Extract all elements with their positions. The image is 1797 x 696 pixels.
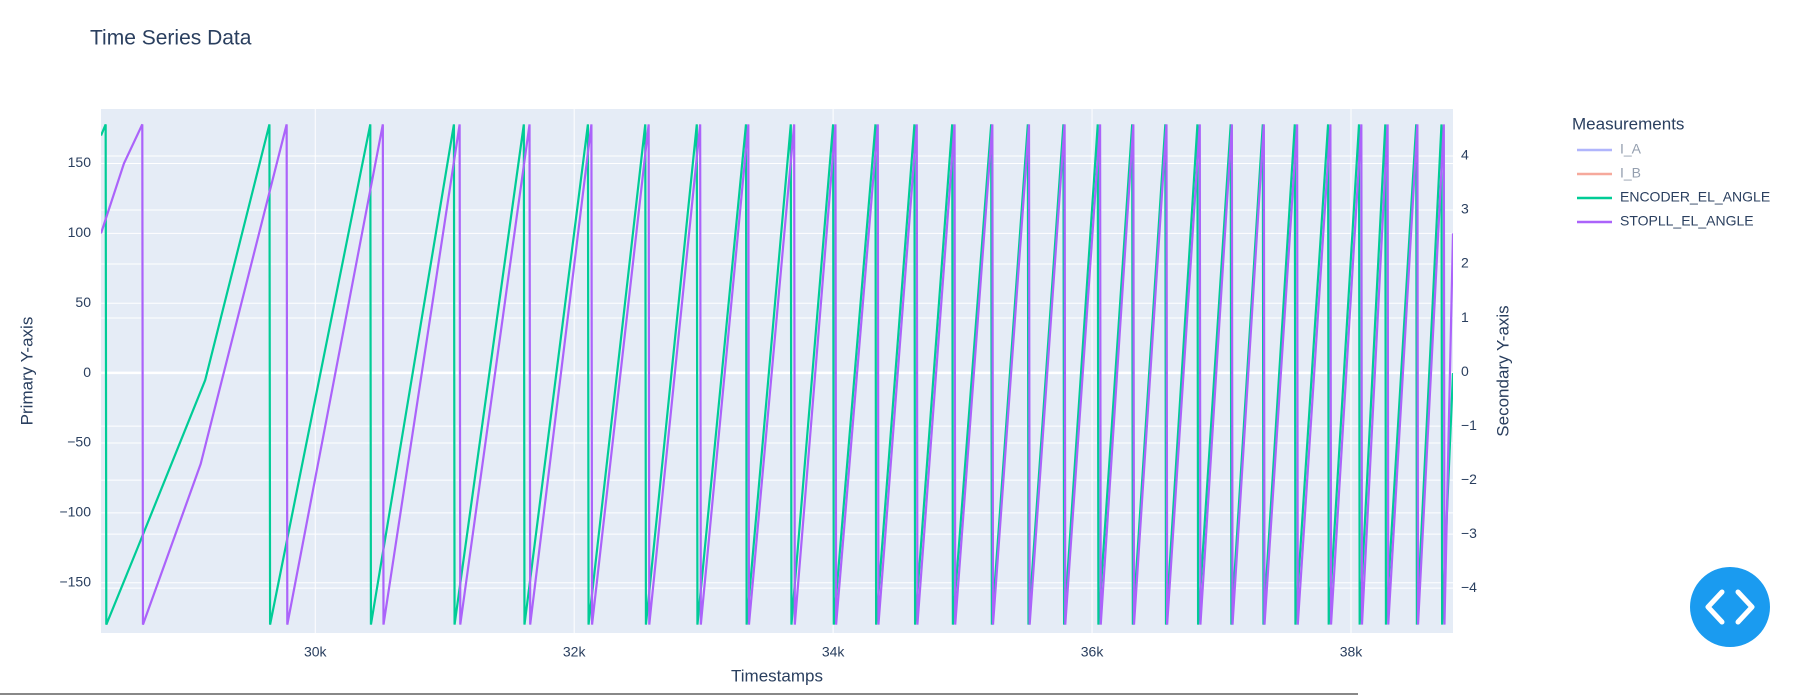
legend-label: ENCODER_EL_ANGLE — [1620, 189, 1770, 205]
x-tick-label: 36k — [1081, 644, 1105, 660]
y2-axis-title: Secondary Y-axis — [1493, 305, 1512, 436]
chart-title: Time Series Data — [90, 27, 252, 50]
y2-tick-label: −4 — [1461, 579, 1477, 595]
y2-tick-label: −1 — [1461, 417, 1477, 433]
y2-tick-label: −3 — [1461, 525, 1477, 541]
y-axis-title: Primary Y-axis — [17, 317, 36, 426]
y-tick-label: −50 — [67, 434, 91, 450]
x-axis-title: Timestamps — [731, 666, 823, 685]
y2-tick-label: 2 — [1461, 255, 1469, 271]
plot-background — [101, 109, 1453, 633]
code-button[interactable] — [1690, 567, 1770, 647]
y2-tick-label: 4 — [1461, 147, 1469, 163]
series-line — [101, 123, 1453, 625]
code-button-circle[interactable] — [1690, 567, 1770, 647]
y-tick-label: 150 — [68, 154, 92, 170]
y2-tick-label: 1 — [1461, 309, 1469, 325]
y-tick-label: −100 — [59, 504, 91, 520]
x-tick-label: 34k — [822, 644, 846, 660]
y2-tick-label: −2 — [1461, 471, 1477, 487]
legend-title: Measurements — [1572, 114, 1684, 133]
y-tick-label: 100 — [68, 224, 92, 240]
legend-label: I_B — [1620, 165, 1641, 181]
y-tick-label: −150 — [59, 573, 91, 589]
x-tick-label: 38k — [1340, 644, 1364, 660]
x-tick-label: 30k — [304, 644, 328, 660]
y2-tick-label: 3 — [1461, 201, 1469, 217]
legend-label: STOPLL_EL_ANGLE — [1620, 213, 1754, 229]
series-line — [101, 123, 1453, 626]
code-icon[interactable] — [1705, 589, 1755, 625]
y-tick-label: 0 — [83, 364, 91, 380]
legend-label: I_A — [1620, 141, 1642, 157]
y-tick-label: 50 — [75, 294, 91, 310]
y2-tick-label: 0 — [1461, 363, 1469, 379]
x-tick-label: 32k — [563, 644, 587, 660]
